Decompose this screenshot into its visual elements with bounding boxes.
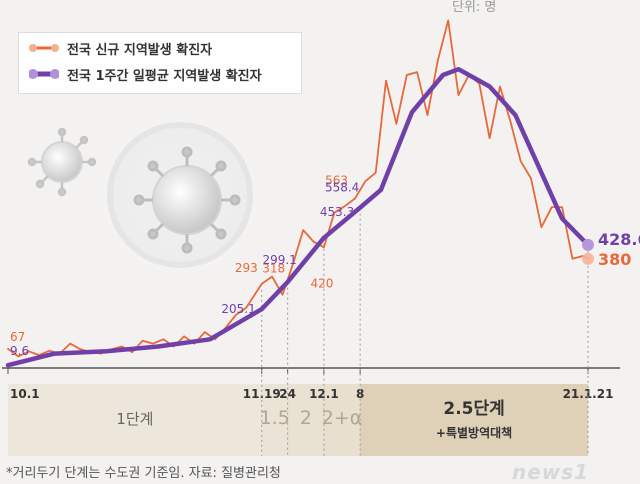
unit-label: 단위: 명 (452, 0, 497, 15)
legend-item-average: 전국 1주간 일평균 지역발생 확진자 (29, 63, 262, 85)
data-label-average-2020-12-01: 453.3 (320, 205, 354, 219)
phase-band-2 (287, 384, 324, 456)
data-label-average-2020-11-19: 205.1 (221, 302, 255, 316)
data-label-average-2020-10-01: 9.6 (10, 344, 29, 358)
data-label-average-2020-11-24: 299.1 (262, 253, 296, 267)
x-tick-label-0: 10.1 (10, 387, 40, 401)
data-label-daily-2020-12-01: 420 (310, 276, 333, 290)
legend-item-daily: 전국 신규 지역발생 확진자 (29, 37, 212, 59)
phase-band-4 (360, 384, 588, 456)
phase-band-1 (261, 384, 288, 456)
data-label-daily-2020-12-05: 563 (325, 173, 348, 187)
legend-swatch-average (29, 69, 59, 79)
footnote: *거리두기 단계는 수도권 기준임. 자료: 질병관리청 (6, 466, 281, 481)
virus-illustration (27, 113, 262, 277)
data-label-average-2020-12-08: 558.4 (325, 181, 359, 195)
watermark-logo: news1 (512, 460, 590, 484)
phase-guidelines (261, 213, 589, 456)
phase-sublabel-4: +특별방역대책 (436, 425, 512, 440)
series-lines (5, 19, 594, 368)
phase-label-1: 1.5 (260, 407, 290, 429)
legend: 전국 신규 지역발생 확진자 전국 1주간 일평균 지역발생 확진자 (18, 32, 302, 94)
data-labels: 67 293 318 420 563 380 9.6 205.1 299.1 453.3 558.4… (10, 173, 640, 358)
series-line-average (5, 66, 591, 368)
data-label-daily-2020-10-01: 67 (10, 330, 25, 344)
legend-swatch-daily (29, 44, 59, 52)
x-tick-label-1: 11.19 (243, 387, 281, 401)
end-marker-daily (582, 252, 594, 265)
phase-band-3 (323, 384, 361, 456)
end-marker-average (582, 238, 594, 251)
legend-label-average: 전국 1주간 일평균 지역발생 확진자 (67, 68, 262, 84)
virus-small-icon (27, 127, 97, 197)
phase-label-0: 1단계 (116, 410, 153, 428)
phase-bands (8, 384, 588, 456)
data-label-average-2021-01-21: 428.6 (598, 230, 640, 249)
data-label-daily-2021-01-21: 380 (598, 250, 631, 269)
phase-labels: 1단계 1.5 2 2+α 2.5단계 +특별방역대책 (116, 399, 512, 440)
phase-band-0 (8, 384, 262, 456)
phase-label-3: 2+α (322, 407, 363, 429)
legend-label-daily: 전국 신규 지역발생 확진자 (67, 42, 213, 58)
virus-icon (133, 146, 241, 254)
phase-label-4: 2.5단계 (443, 399, 504, 419)
phase-label-2: 2 (300, 407, 312, 429)
data-label-daily-2020-11-24: 318 (262, 262, 285, 276)
data-label-daily-2020-11-19: 293 (235, 261, 258, 275)
x-tick-label-5: 21.1.21 (563, 387, 614, 401)
